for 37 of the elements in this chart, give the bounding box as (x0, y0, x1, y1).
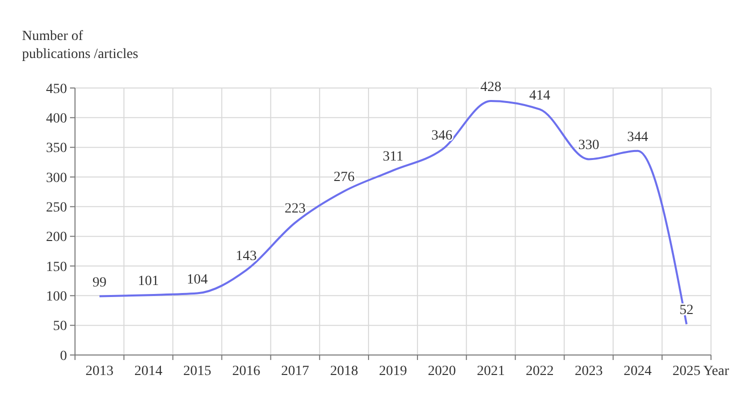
data-label: 101 (138, 274, 159, 290)
x-tick-label: 2017 (281, 364, 310, 379)
x-tick-label: 2022 (526, 364, 554, 379)
x-tick-label: 2019 (379, 364, 407, 379)
x-tick-label: 2025 (672, 364, 701, 379)
x-tick-label: 2014 (134, 364, 162, 379)
y-tick-label: 150 (46, 260, 67, 275)
y-tick-label: 200 (46, 230, 67, 246)
data-label: 311 (382, 149, 404, 164)
data-label: 344 (627, 130, 648, 145)
x-tick-label: 2015 (183, 364, 212, 379)
data-label: 428 (480, 80, 502, 96)
x-tick-label: 2013 (85, 364, 114, 379)
data-label: 99 (92, 275, 106, 290)
y-tick-label: 450 (46, 82, 67, 97)
data-label: 223 (284, 202, 306, 217)
y-tick-label: 100 (46, 290, 67, 305)
x-tick-label: 2021 (476, 364, 505, 379)
x-tick-label: 2024 (624, 364, 652, 379)
data-label: 104 (186, 272, 208, 288)
y-tick-label: 0 (60, 348, 67, 364)
x-axis-title: Year (703, 364, 730, 379)
x-tick-label: 2018 (330, 364, 358, 379)
y-axis-title: Number of publications /articles (22, 29, 138, 62)
x-tick-label: 2020 (428, 364, 456, 379)
y-tick-label: 400 (46, 112, 67, 127)
data-label: 330 (578, 138, 600, 154)
x-tick-label: 2016 (232, 364, 260, 379)
y-tick-label: 250 (46, 200, 67, 216)
y-tick-label: 50 (53, 319, 67, 334)
data-label: 346 (431, 128, 452, 144)
data-label: 143 (236, 249, 257, 264)
x-tick-label: 2023 (574, 364, 603, 379)
data-label: 276 (334, 170, 355, 186)
y-tick-label: 300 (46, 170, 67, 186)
data-label: 414 (529, 88, 550, 104)
y-tick-label: 350 (46, 141, 67, 156)
